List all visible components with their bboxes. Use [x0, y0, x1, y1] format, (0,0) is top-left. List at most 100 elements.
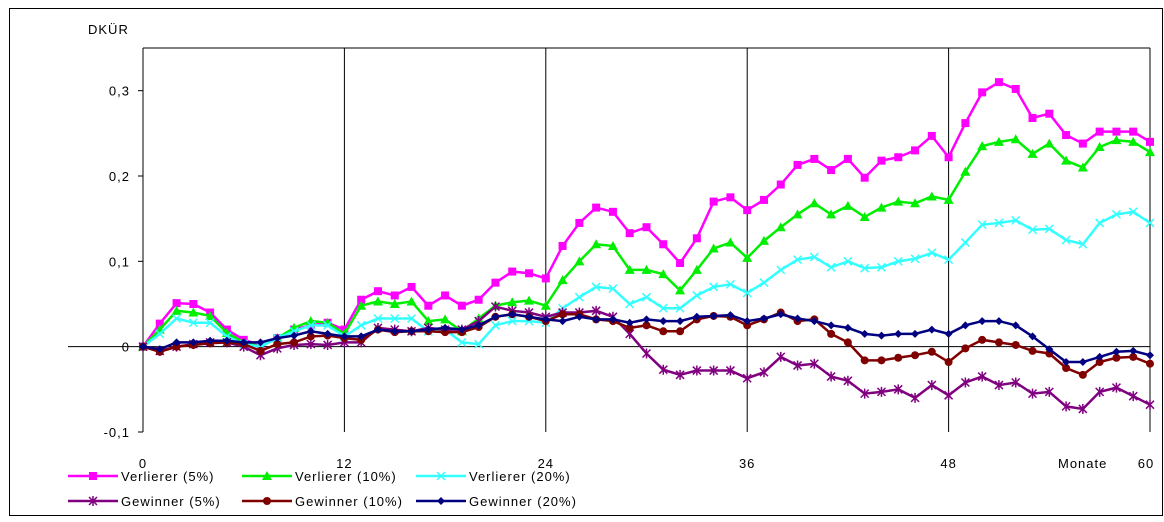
point-marker: [944, 358, 953, 367]
point-marker: [1146, 359, 1154, 368]
point-marker: [624, 264, 635, 274]
point-marker: [323, 339, 333, 350]
point-marker: [1062, 364, 1071, 372]
point-marker: [725, 365, 735, 376]
point-marker: [709, 365, 719, 376]
point-marker: [826, 262, 836, 272]
point-marker: [927, 131, 936, 140]
point-marker: [373, 325, 382, 334]
point-marker: [961, 321, 970, 330]
point-marker: [608, 284, 618, 294]
point-marker: [843, 375, 853, 386]
point-marker: [340, 332, 349, 341]
point-marker: [441, 328, 450, 337]
point-marker: [1129, 352, 1138, 361]
point-marker: [961, 119, 970, 128]
point-marker: [743, 317, 752, 326]
point-marker: [491, 278, 500, 287]
point-marker: [926, 191, 937, 201]
point-marker: [978, 88, 987, 97]
point-marker: [994, 338, 1003, 347]
legend-marker: [262, 471, 272, 480]
point-marker: [944, 329, 953, 338]
point-marker: [927, 248, 937, 258]
point-marker: [843, 256, 853, 266]
point-marker: [876, 386, 886, 397]
point-marker: [306, 332, 315, 341]
point-marker: [189, 338, 198, 347]
point-marker: [725, 237, 736, 247]
point-marker: [860, 329, 869, 338]
point-marker: [658, 364, 668, 375]
x-tick-label: 60: [1138, 456, 1154, 471]
point-marker: [1062, 358, 1071, 367]
point-marker: [944, 153, 953, 162]
point-marker: [877, 331, 886, 340]
point-marker: [659, 317, 668, 326]
point-marker: [994, 317, 1003, 326]
point-marker: [1011, 321, 1020, 330]
point-marker: [642, 315, 651, 324]
point-marker: [541, 274, 550, 283]
point-marker: [541, 315, 550, 324]
point-marker: [1112, 353, 1121, 362]
point-marker: [960, 377, 970, 388]
point-marker: [155, 319, 164, 328]
point-marker: [507, 297, 518, 307]
point-marker: [273, 340, 282, 349]
point-marker: [691, 264, 702, 274]
point-marker: [1111, 382, 1121, 393]
point-marker: [758, 235, 769, 245]
point-marker: [960, 166, 971, 176]
point-marker: [1095, 218, 1105, 228]
y-tick-label: 0,2: [109, 169, 130, 184]
point-marker: [860, 388, 870, 399]
point-marker: [171, 305, 182, 315]
point-marker: [591, 239, 602, 249]
point-marker: [1128, 207, 1138, 217]
point-marker: [692, 365, 702, 376]
legend-label: Verlierer (20%): [469, 469, 571, 484]
point-marker: [172, 338, 181, 347]
point-marker: [743, 206, 752, 215]
point-marker: [1061, 155, 1072, 165]
point-marker: [1028, 332, 1037, 341]
point-marker: [457, 337, 467, 347]
point-marker: [911, 146, 920, 155]
point-marker: [876, 262, 886, 272]
point-marker: [759, 314, 768, 323]
point-marker: [625, 299, 635, 309]
legend-marker: [88, 496, 98, 506]
point-marker: [390, 291, 399, 300]
point-marker: [893, 196, 904, 206]
point-marker: [676, 327, 685, 336]
point-marker: [1095, 386, 1105, 397]
point-marker: [1077, 162, 1088, 172]
point-marker: [977, 141, 988, 151]
point-marker: [256, 346, 265, 355]
point-marker: [172, 342, 181, 351]
x-axis-label: Monate: [1058, 456, 1107, 471]
point-marker: [692, 290, 702, 300]
point-marker: [1095, 358, 1104, 367]
point-marker: [1027, 388, 1038, 399]
point-marker: [390, 327, 399, 336]
point-marker: [1145, 399, 1155, 410]
point-marker: [357, 332, 366, 341]
point-marker: [1011, 340, 1020, 349]
point-marker: [372, 296, 383, 306]
point-marker: [1111, 209, 1121, 219]
point-marker: [1111, 135, 1122, 145]
point-marker: [759, 195, 768, 204]
point-marker: [893, 384, 903, 395]
point-marker: [658, 269, 669, 279]
point-marker: [1095, 352, 1104, 361]
point-marker: [373, 287, 382, 296]
point-marker: [407, 313, 417, 324]
point-marker: [389, 299, 400, 308]
point-marker: [993, 136, 1004, 146]
point-marker: [507, 316, 517, 326]
point-marker: [726, 311, 735, 320]
x-tick-label: 0: [139, 456, 147, 471]
x-tick-label: 48: [940, 456, 956, 471]
